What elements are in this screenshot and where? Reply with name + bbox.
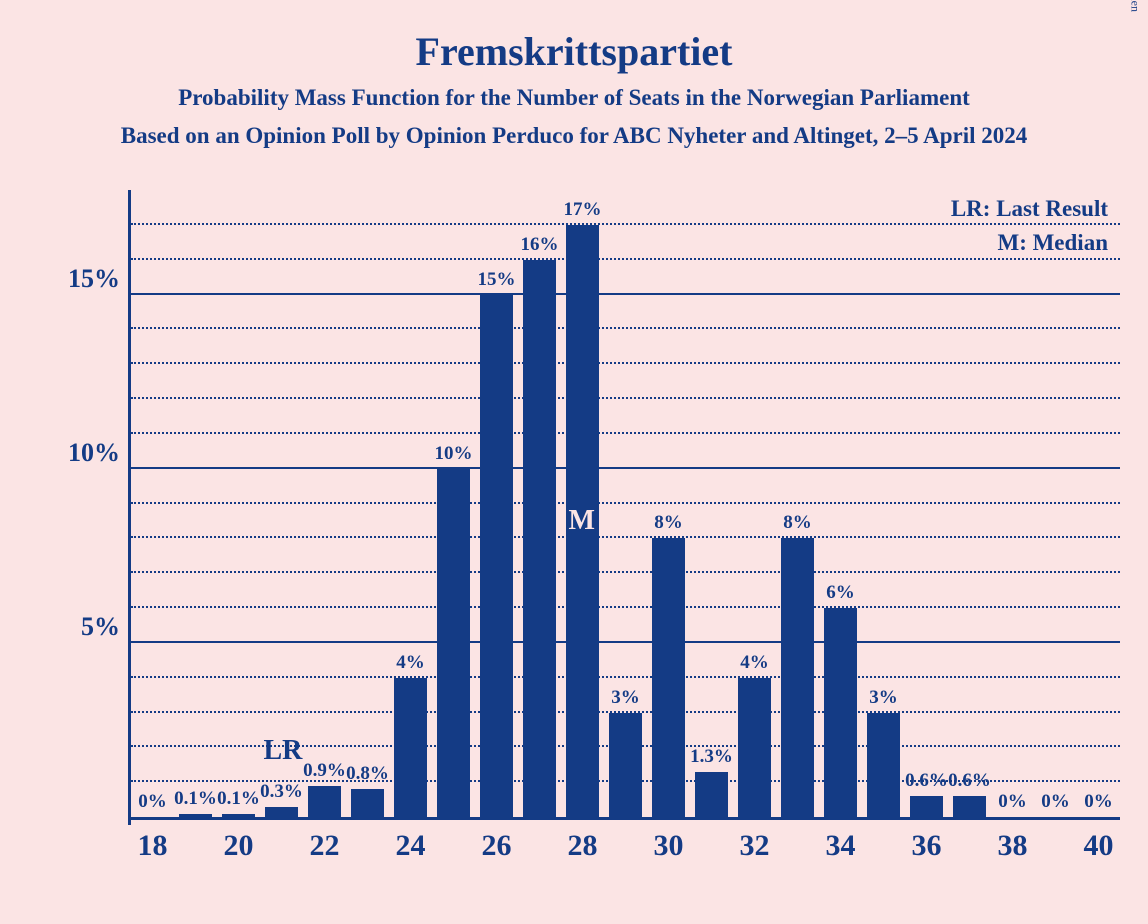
x-tick-label: 28 — [568, 829, 598, 863]
bar — [351, 789, 383, 817]
bar-value-label: 0.8% — [346, 763, 389, 785]
bar-value-label: 17% — [564, 199, 602, 221]
bar-value-label: 16% — [521, 234, 559, 256]
bar-value-label: 10% — [435, 443, 473, 465]
x-tick-label: 34 — [826, 829, 856, 863]
bar — [781, 538, 813, 817]
copyright-text: © 2024 Filip van Laenen — [1127, 0, 1142, 12]
y-tick-label: 10% — [68, 438, 120, 468]
bar — [265, 807, 297, 817]
bar-value-label: 3% — [869, 687, 898, 709]
bar — [179, 814, 211, 817]
bar — [609, 713, 641, 818]
bar-value-label: 3% — [611, 687, 640, 709]
legend-median: M: Median — [997, 230, 1108, 256]
bar-value-label: 4% — [740, 652, 769, 674]
bar-value-label: 0.3% — [260, 781, 303, 803]
bar-value-label: 0% — [138, 791, 167, 813]
bar-value-label: 6% — [826, 582, 855, 604]
bar-value-label: 8% — [783, 512, 812, 534]
bar — [222, 814, 254, 817]
bars-container: 0%0.1%0.1%0.3%0.9%0.8%4%10%15%16%17%3%8%… — [131, 190, 1120, 817]
bar — [738, 678, 770, 817]
bar — [308, 786, 340, 817]
bar-value-label: 1.3% — [690, 746, 733, 768]
chart-title: Fremskrittspartiet — [0, 0, 1148, 75]
bar — [394, 678, 426, 817]
x-tick-label: 40 — [1084, 829, 1114, 863]
bar-value-label: 4% — [396, 652, 425, 674]
chart-subtitle-1: Probability Mass Function for the Number… — [0, 85, 1148, 111]
x-tick-label: 30 — [654, 829, 684, 863]
bar-value-label: 0% — [998, 791, 1027, 813]
x-tick-label: 26 — [482, 829, 512, 863]
bar-value-label: 8% — [654, 512, 683, 534]
bar-value-label: 0.9% — [303, 760, 346, 782]
last-result-marker: LR — [264, 735, 303, 767]
median-marker: M — [569, 505, 595, 537]
bar — [867, 713, 899, 818]
chart-subtitle-2: Based on an Opinion Poll by Opinion Perd… — [0, 123, 1148, 149]
bar-value-label: 0.1% — [174, 788, 217, 810]
x-tick-label: 24 — [396, 829, 426, 863]
bar — [695, 772, 727, 817]
bar-value-label: 0.1% — [217, 788, 260, 810]
bar — [824, 608, 856, 817]
y-tick-label: 5% — [81, 612, 120, 642]
x-axis — [128, 817, 1120, 820]
bar-value-label: 0.6% — [905, 770, 948, 792]
bar-value-label: 0% — [1041, 791, 1070, 813]
bar — [652, 538, 684, 817]
bar-value-label: 0.6% — [948, 770, 991, 792]
bar-value-label: 0% — [1084, 791, 1113, 813]
x-tick-label: 36 — [912, 829, 942, 863]
legend-last-result: LR: Last Result — [951, 196, 1108, 222]
x-tick-label: 32 — [740, 829, 770, 863]
bar — [437, 469, 469, 817]
bar — [480, 295, 512, 818]
chart-area: 5%10%15% 0%0.1%0.1%0.3%0.9%0.8%4%10%15%1… — [128, 190, 1120, 820]
y-tick-label: 15% — [68, 264, 120, 294]
x-tick-label: 18 — [138, 829, 168, 863]
bar — [910, 796, 942, 817]
x-tick-label: 20 — [224, 829, 254, 863]
bar — [523, 260, 555, 817]
x-tick-label: 38 — [998, 829, 1028, 863]
bar-value-label: 15% — [478, 269, 516, 291]
bar — [953, 796, 985, 817]
x-tick-label: 22 — [310, 829, 340, 863]
